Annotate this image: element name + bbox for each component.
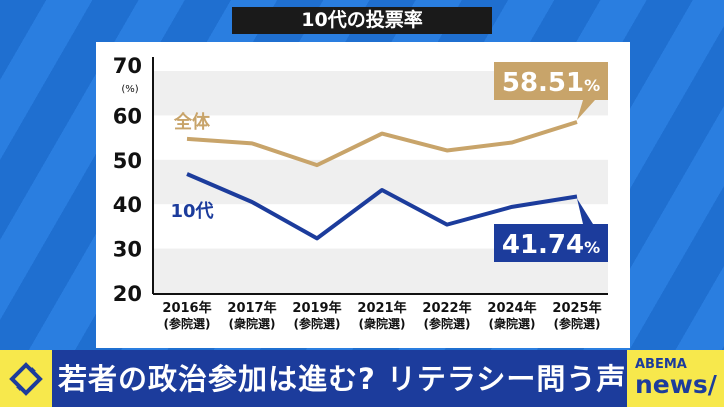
chart-title: 10代の投票率 — [232, 7, 492, 34]
x-tick-sublabel: (参院選) — [554, 316, 601, 331]
y-tick-label: 30 — [113, 238, 142, 262]
y-tick-label: 50 — [113, 149, 142, 173]
x-tick-label: 2016年 — [162, 300, 211, 316]
y-unit-label: (%) — [121, 84, 138, 95]
callout-teens-value: 41.74% — [502, 230, 600, 260]
callout-overall — [494, 62, 608, 121]
callout-overall-value: 58.51% — [502, 68, 600, 98]
abema-news-logo: ABEMA news/ — [627, 350, 724, 407]
x-tick-sublabel: (参院選) — [294, 316, 341, 331]
x-tick-sublabel: (衆院選) — [229, 316, 276, 331]
x-tick-label: 2022年 — [422, 300, 471, 316]
line-chart: 203040506070(%)2016年(参院選)2017年(衆院選)2019年… — [113, 54, 608, 331]
grid-band — [153, 159, 608, 205]
x-tick-label: 2019年 — [292, 300, 341, 316]
logo-line2: news/ — [635, 370, 717, 399]
series-label: 10代 — [170, 201, 213, 222]
x-tick-sublabel: (参院選) — [424, 316, 471, 331]
x-tick-sublabel: (衆院選) — [359, 316, 406, 331]
y-tick-label: 20 — [113, 282, 142, 306]
logo-line1: ABEMA — [635, 357, 687, 372]
x-tick-sublabel: (衆院選) — [489, 316, 536, 331]
x-tick-label: 2021年 — [357, 300, 406, 316]
y-tick-label: 40 — [113, 193, 142, 217]
x-tick-label: 2025年 — [552, 300, 601, 316]
x-tick-label: 2024年 — [487, 300, 536, 316]
caption-bar: 若者の政治参加は進む? リテラシー問う声も ABEMA news/ — [0, 350, 724, 407]
news-caption: 若者の政治参加は進む? リテラシー問う声も — [58, 362, 657, 396]
y-tick-label: 70 — [113, 54, 142, 78]
x-tick-label: 2017年 — [227, 300, 276, 316]
x-tick-sublabel: (参院選) — [164, 316, 211, 331]
series-label: 全体 — [173, 111, 211, 133]
series-line-overall — [186, 120, 578, 168]
callout-teens — [494, 198, 608, 262]
refresh-icon — [0, 350, 52, 407]
y-tick-label: 60 — [113, 104, 142, 128]
